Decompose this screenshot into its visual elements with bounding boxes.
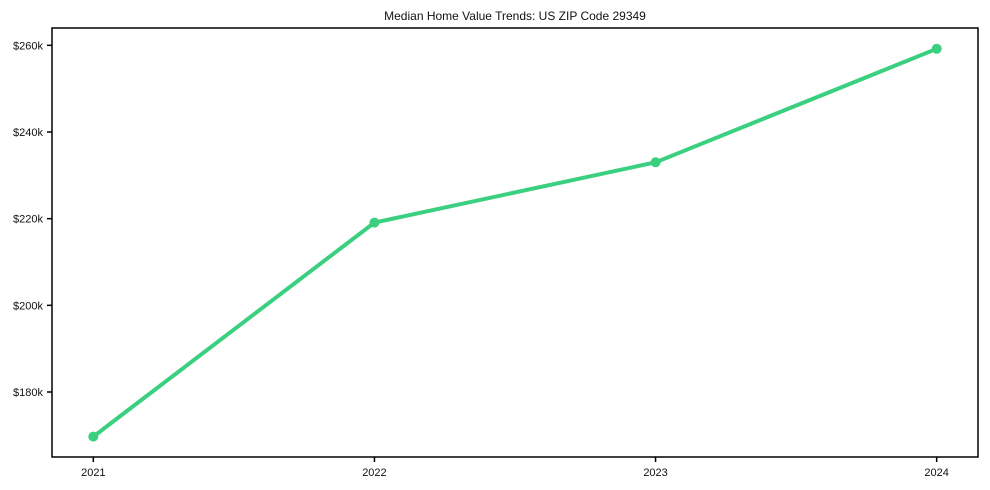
- data-point-marker: [931, 43, 942, 54]
- x-tick-label: 2023: [643, 467, 667, 479]
- chart-title: Median Home Value Trends: US ZIP Code 29…: [384, 9, 646, 23]
- y-tick-label: $240k: [13, 127, 43, 139]
- y-tick-label: $260k: [13, 40, 43, 52]
- data-point-marker: [88, 431, 99, 442]
- y-tick-label: $200k: [13, 300, 43, 312]
- x-tick-label: 2024: [924, 467, 948, 479]
- y-tick-label: $180k: [13, 387, 43, 399]
- data-point-marker: [369, 217, 380, 228]
- trend-line: [91, 46, 939, 439]
- y-axis: $180k $200k $220k $240k $260k: [13, 40, 52, 399]
- x-tick-label: 2022: [362, 467, 386, 479]
- data-series: [88, 43, 942, 442]
- y-tick-label: $220k: [13, 214, 43, 226]
- x-tick-label: 2021: [81, 467, 105, 479]
- plot-border: [51, 27, 979, 458]
- data-point-marker: [650, 157, 661, 168]
- x-axis: 2021 2022 2023 2024: [81, 457, 949, 479]
